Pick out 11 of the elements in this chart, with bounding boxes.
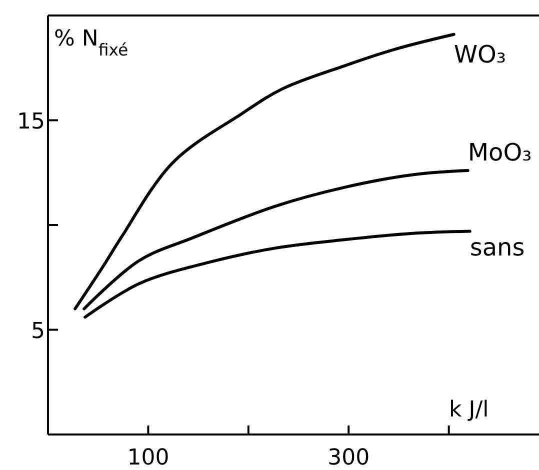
series-label: MoO₃	[468, 138, 532, 167]
y-axis-title: % N$_{fixé}$	[54, 26, 128, 59]
x-tick-label: 100	[127, 446, 170, 470]
x-tick-label: 300	[328, 446, 370, 470]
y-tick-label: 5	[31, 318, 45, 344]
series-label: sans	[470, 233, 525, 262]
x-axis-title: k J/l	[449, 398, 489, 422]
series-label: WO₃	[454, 40, 506, 68]
y-tick-label: 15	[17, 109, 45, 134]
line-series	[84, 230, 472, 319]
line-series	[82, 169, 470, 310]
